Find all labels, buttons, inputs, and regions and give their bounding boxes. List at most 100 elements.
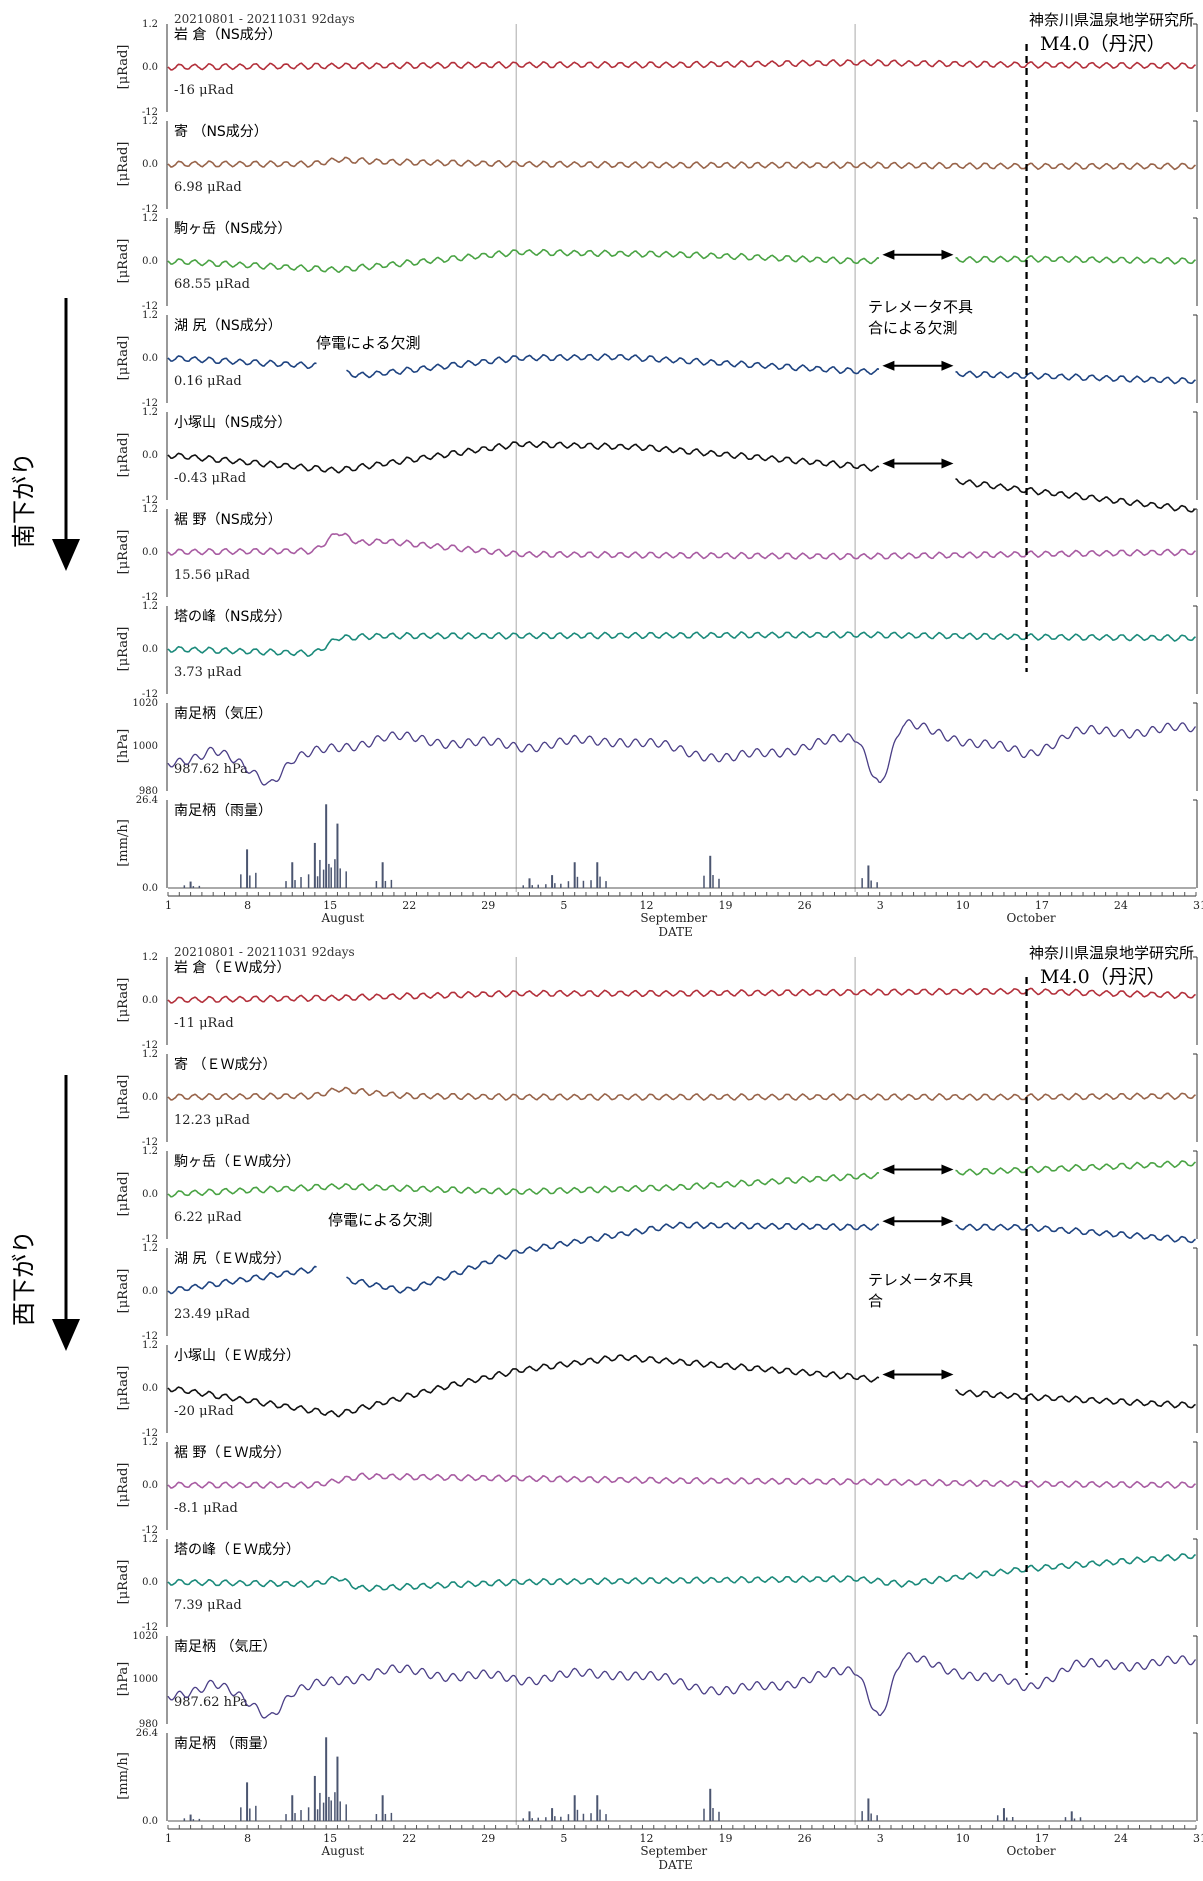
y-unit: [μRad] [116, 142, 131, 187]
y-unit: [mm/h] [116, 819, 131, 867]
rain-bar-minor [545, 884, 547, 888]
chart-ns: 20210801 - 20211031 92days 神奈川県温泉地学研究所 M4.… [116, 11, 1203, 939]
y-unit: [μRad] [116, 978, 131, 1023]
y-unit: [hPa] [116, 729, 131, 763]
y-tick-label: 1.2 [142, 952, 158, 963]
rain-bar-minor [703, 875, 705, 888]
side-label: 西下がり [10, 1230, 38, 1326]
series-line [167, 353, 1196, 385]
y-unit: [μRad] [116, 239, 131, 284]
rain-bar-minor [605, 1814, 607, 1821]
rain-bar-minor [861, 1811, 863, 1821]
rain-bar-minor [294, 880, 296, 888]
y-unit: [μRad] [116, 627, 131, 672]
rain-bar-minor [345, 1804, 347, 1821]
y-tick-label: -12 [142, 398, 158, 409]
series-line [167, 440, 1196, 513]
y-tick-label: -12 [142, 1234, 158, 1245]
panel-label: 寄 （ＥＷ成分） [174, 1056, 276, 1073]
series-line [167, 718, 1197, 786]
y-tick-label: 26.4 [136, 795, 158, 806]
y-tick-label: -12 [142, 1331, 158, 1342]
rain-bar-minor [192, 1819, 195, 1821]
rain-bar [867, 865, 870, 888]
rain-bar-minor [316, 876, 319, 888]
panel-label: 湖 尻（ＥＷ成分） [174, 1251, 290, 1267]
rain-bar-minor [590, 1813, 592, 1821]
rain-bar-minor [384, 1813, 387, 1821]
series-line [167, 532, 1196, 561]
x-tick-label: 26 [798, 899, 812, 912]
rain-bar [709, 1788, 712, 1821]
y-unit: [μRad] [116, 1463, 131, 1508]
rain-bar [325, 1737, 328, 1821]
rain-bar-minor [560, 883, 562, 888]
rain-bar-minor [390, 879, 393, 888]
rain-bar-minor [861, 878, 863, 888]
panel-label: 南足柄（雨量） [174, 803, 272, 819]
y-tick-label: 1.2 [142, 1049, 158, 1060]
x-tick-label: 3 [877, 1832, 884, 1845]
series-line [167, 1472, 1196, 1489]
rain-bar-minor [582, 1813, 585, 1821]
rain-bar-minor [255, 872, 257, 888]
rain-bar-minor [330, 1800, 332, 1821]
y-tick-label: 1000 [133, 741, 158, 752]
panel-8: 26.4 0.0 [mm/h] 南足柄（雨量） [116, 795, 1198, 894]
panel-value: 6.22 μRad [174, 1210, 242, 1225]
y-tick-label: -12 [142, 1525, 158, 1536]
panel-value: 15.56 μRad [174, 568, 250, 583]
rain-bar-minor [870, 1813, 872, 1821]
y-tick-label: 0.0 [142, 256, 158, 267]
rain-bar-minor [328, 863, 330, 888]
rain-bar [596, 862, 599, 888]
y-tick-label: 0.0 [142, 995, 158, 1006]
y-tick-label: 1.2 [142, 310, 158, 321]
rain-bar-minor [375, 1814, 378, 1821]
rain-bar [246, 849, 249, 888]
rain-bar-minor [1064, 1817, 1067, 1821]
panel-3: 1.2 0.0 -12 [μRad] 湖 尻（NS成分） 0.16 μRad [116, 310, 1198, 409]
y-tick-label: 0.0 [142, 1480, 158, 1491]
panel-label: 駒ヶ岳（ＥＷ成分） [174, 1154, 300, 1170]
x-tick-label: 1 [165, 899, 172, 912]
date-range: 20210801 - 20211031 92days [174, 945, 355, 959]
x-tick-label: 19 [719, 899, 733, 912]
y-tick-label: 0.0 [142, 1189, 158, 1200]
rain-bar [189, 881, 192, 888]
side-label-group: 南下がり [10, 298, 80, 571]
rain-bar-minor [1011, 1817, 1014, 1821]
charts-container: 20210801 - 20211031 92days 神奈川県温泉地学研究所 M4.… [116, 11, 1203, 1872]
rain-bar-minor [328, 1796, 330, 1821]
panel-value: 68.55 μRad [174, 277, 250, 292]
rain-bar-minor [576, 1809, 579, 1821]
series-line [167, 1086, 1196, 1102]
y-tick-label: 0.0 [142, 1383, 158, 1394]
panel-label: 湖 尻（NS成分） [174, 318, 282, 334]
rain-bar-minor [537, 884, 539, 888]
y-tick-label: 1.2 [142, 601, 158, 612]
rain-bar-minor [712, 875, 714, 888]
rain-bar-minor [554, 1816, 556, 1821]
gap-arrow-icon [882, 1216, 954, 1227]
y-tick-label: 1.2 [142, 1146, 158, 1157]
rain-bar-minor [876, 882, 878, 888]
telemeter-annotation-line: テレメータ不具 [868, 1271, 973, 1289]
rain-bar-minor [537, 1817, 539, 1821]
rain-bar-minor [307, 1807, 310, 1821]
x-tick-label: 10 [956, 899, 970, 912]
rain-bar [189, 1814, 192, 1821]
rain-bar-minor [307, 874, 310, 888]
x-month-label: September [640, 1844, 707, 1858]
panel-label: 岩 倉（NS成分） [174, 27, 282, 43]
rain-bar-minor [1005, 1817, 1008, 1821]
rain-bar-minor [240, 874, 242, 888]
panel-value: -8.1 μRad [174, 1501, 238, 1516]
x-tick-label: 31 [1193, 899, 1203, 912]
panel-1: 1.2 0.0 -12 [μRad] 寄 （ＥＷ成分） 12.23 μRad [116, 1049, 1198, 1148]
panel-2: 1.2 0.0 -12 [μRad] 駒ヶ岳（NS成分） 68.55 μRad [116, 213, 1198, 312]
panel-label: 小塚山（NS成分） [174, 415, 291, 431]
x-tick-label: 3 [877, 899, 884, 912]
panel-5: 1.2 0.0 -12 [μRad] 裾 野（NS成分） 15.56 μRad [116, 504, 1198, 603]
